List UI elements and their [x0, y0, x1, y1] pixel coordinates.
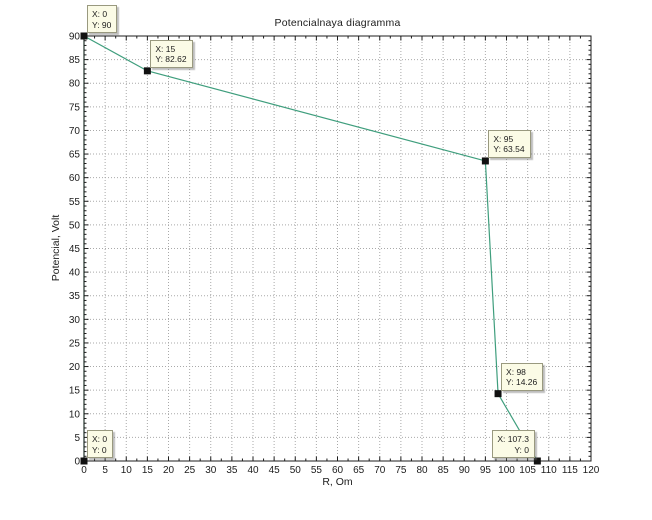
- y-tick-label: 30: [69, 315, 81, 326]
- y-tick-label: 25: [69, 338, 81, 349]
- x-tick-label: 45: [269, 465, 281, 476]
- data-marker: [481, 157, 489, 165]
- x-tick-label: 55: [311, 465, 323, 476]
- x-tick-label: 115: [562, 465, 578, 476]
- y-tick-label: 45: [69, 244, 81, 255]
- datatip[interactable]: X: 0 Y: 0: [87, 430, 114, 458]
- x-tick-label: 20: [163, 465, 175, 476]
- y-tick-label: 70: [69, 126, 81, 137]
- x-tick-label: 50: [290, 465, 302, 476]
- y-tick-label: 80: [69, 79, 81, 90]
- y-tick-label: 50: [69, 220, 81, 231]
- datatip-text: X: 0: [92, 9, 108, 19]
- x-tick-label: 30: [205, 465, 217, 476]
- datatip-text: X: 107.3: [497, 434, 529, 444]
- y-tick-label: 85: [69, 55, 81, 66]
- datatip[interactable]: X: 15 Y: 82.62: [150, 39, 193, 68]
- datatip[interactable]: X: 0 Y: 90: [87, 5, 118, 33]
- datatip-text: Y: 63.54: [493, 144, 525, 155]
- datatip-text: Y: 0: [514, 444, 529, 455]
- x-tick-label: 75: [395, 465, 407, 476]
- x-tick-label: 35: [226, 465, 238, 476]
- data-marker: [80, 32, 88, 40]
- datatip-text: Y: 82.62: [155, 54, 187, 65]
- datatip[interactable]: X: 107.3 Y: 0: [492, 430, 535, 458]
- x-tick-label: 0: [81, 465, 87, 476]
- datatip-text: Y: 0: [92, 444, 107, 455]
- datatip-text: X: 98: [506, 366, 526, 377]
- x-tick-label: 105: [519, 465, 536, 476]
- y-tick-label: 5: [74, 433, 80, 444]
- x-tick-label: 80: [416, 465, 428, 476]
- x-tick-label: 5: [102, 465, 108, 476]
- x-tick-label: 110: [541, 465, 557, 476]
- series-line: [83, 34, 538, 462]
- x-tick-label: 100: [498, 465, 515, 476]
- x-axis-label: R, Om: [322, 476, 353, 488]
- x-tick-label: 70: [374, 465, 386, 476]
- x-tick-label: 40: [247, 465, 259, 476]
- y-tick-label: 0: [74, 457, 80, 468]
- x-tick-label: 60: [332, 465, 344, 476]
- data-marker: [80, 457, 88, 465]
- x-tick-label: 15: [142, 465, 154, 476]
- y-tick-label: 10: [69, 409, 81, 420]
- datatip-text: Y: 90: [92, 19, 112, 30]
- y-tick-label: 60: [69, 173, 81, 184]
- datatip[interactable]: X: 95 Y: 63.54: [488, 129, 531, 158]
- data-marker: [533, 457, 541, 465]
- x-tick-label: 85: [438, 465, 450, 476]
- y-tick-label: 75: [69, 102, 81, 113]
- y-tick-label: 35: [69, 291, 81, 302]
- datatip-text: X: 95: [493, 133, 514, 144]
- y-tick-label: 40: [69, 268, 81, 279]
- datatip-text: X: 0: [92, 434, 108, 444]
- datatip-text: X: 15: [155, 43, 176, 54]
- datatip-text: Y: 14.26: [506, 377, 538, 388]
- data-marker: [143, 67, 151, 75]
- chart-title: Potencialnaya diagramma: [274, 17, 401, 29]
- datatip[interactable]: X: 98 Y: 14.26: [501, 362, 544, 391]
- y-tick-label: 65: [69, 150, 81, 161]
- x-tick-label: 95: [480, 465, 492, 476]
- x-tick-label: 120: [583, 465, 600, 476]
- x-tick-label: 10: [121, 465, 133, 476]
- x-tick-label: 90: [459, 465, 471, 476]
- y-tick-label: 20: [69, 362, 81, 373]
- y-tick-label: 15: [69, 386, 81, 397]
- y-tick-label: 55: [69, 197, 81, 208]
- data-marker: [494, 390, 502, 398]
- x-tick-label: 25: [184, 465, 196, 476]
- x-tick-label: 65: [353, 465, 365, 476]
- y-tick-label: 90: [69, 32, 81, 43]
